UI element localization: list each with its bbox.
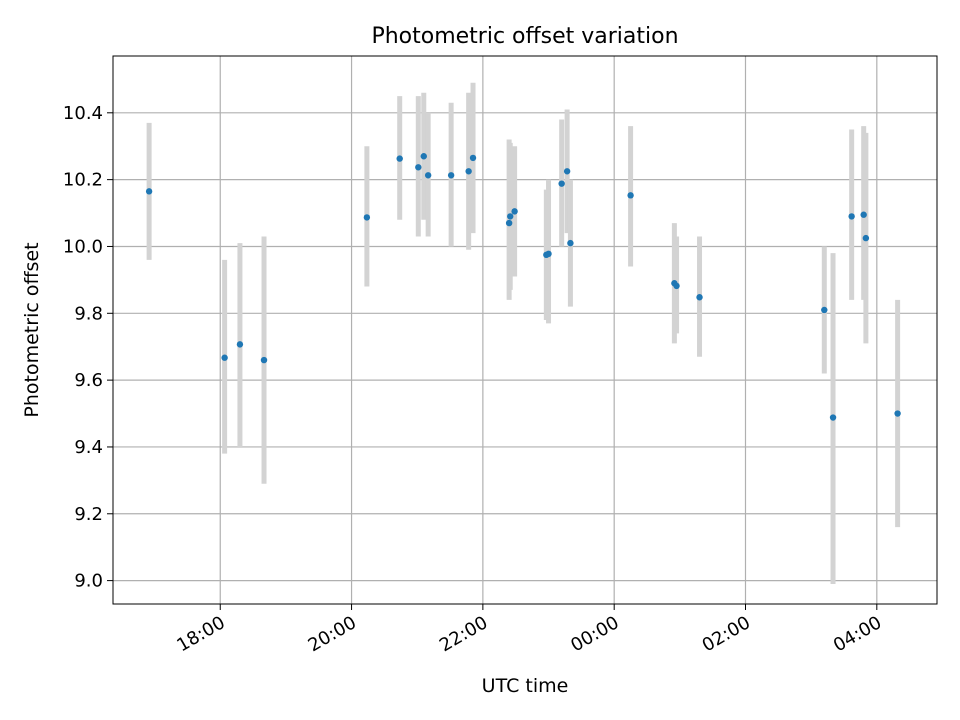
data-point <box>507 213 514 220</box>
y-tick-label: 10.4 <box>63 103 103 124</box>
y-axis-ticks: 9.0 9.2 9.4 9.6 9.8 10.0 10.2 10.4 <box>63 103 113 592</box>
data-point <box>396 155 403 162</box>
y-tick-label: 9.6 <box>74 370 103 391</box>
data-point <box>415 164 422 171</box>
chart-title: Photometric offset variation <box>371 24 678 49</box>
data-point <box>567 239 574 247</box>
data-point <box>221 354 228 361</box>
data-point <box>563 168 571 175</box>
data-point <box>627 192 634 199</box>
data-points <box>145 153 901 421</box>
grid-lines <box>113 56 937 604</box>
data-point <box>829 414 837 421</box>
data-point <box>420 153 427 160</box>
data-point <box>894 410 901 417</box>
data-point <box>545 250 552 258</box>
data-point <box>696 294 703 301</box>
y-axis-label: Photometric offset <box>21 242 43 417</box>
data-point <box>673 282 680 290</box>
data-point <box>862 234 870 242</box>
data-point <box>511 208 518 215</box>
data-point <box>145 188 153 195</box>
data-point <box>558 180 565 187</box>
x-axis-label: UTC time <box>482 675 569 697</box>
data-point <box>447 172 455 179</box>
y-tick-label: 9.2 <box>74 504 103 525</box>
plot-frame <box>112 55 938 605</box>
data-point <box>363 214 371 221</box>
data-point <box>465 168 472 175</box>
data-point <box>821 306 828 314</box>
data-point <box>469 154 477 162</box>
y-tick-label: 9.4 <box>74 437 103 458</box>
y-tick-label: 10.2 <box>63 170 103 191</box>
y-tick-label: 9.8 <box>74 303 103 324</box>
data-point <box>860 211 867 218</box>
y-tick-label: 10.0 <box>63 236 103 257</box>
data-point <box>260 356 268 364</box>
data-point <box>505 219 513 227</box>
data-point <box>424 172 432 179</box>
y-tick-label: 9.0 <box>74 571 103 592</box>
data-point <box>236 341 244 348</box>
data-point <box>848 213 855 220</box>
